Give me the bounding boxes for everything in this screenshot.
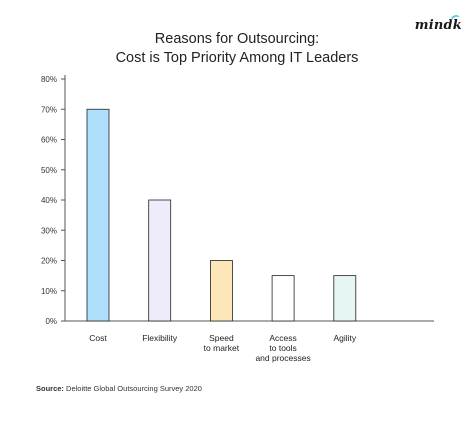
x-tick-label: Agility	[333, 333, 356, 343]
y-tick-label: 40%	[41, 196, 57, 205]
bar	[271, 275, 295, 322]
x-tick-label: Cost	[89, 333, 107, 343]
chart-title-line-2: Cost is Top Priority Among IT Leaders	[115, 50, 359, 66]
y-tick-label: 20%	[41, 257, 57, 266]
source-label: Source:	[36, 384, 64, 393]
bar	[333, 275, 357, 322]
x-tick-label: Speed to market	[204, 333, 240, 353]
bar	[148, 199, 172, 322]
y-tick-label: 60%	[41, 136, 57, 145]
y-tick-label: 80%	[41, 75, 57, 84]
y-tick-label: 30%	[41, 226, 57, 235]
chart-title-line-1: Reasons for Outsourcing:	[154, 31, 320, 47]
bar	[86, 108, 110, 322]
source-note: Source: Deloitte Global Outsourcing Surv…	[36, 384, 202, 393]
y-tick-label: 0%	[45, 317, 57, 326]
mindk-logo: mindk	[414, 18, 462, 33]
x-tick-label: Flexibility	[142, 333, 178, 343]
y-tick-label: 50%	[41, 166, 57, 175]
y-tick-label: 10%	[41, 287, 57, 296]
x-tick-label: Access to tools and processes	[255, 333, 310, 363]
y-tick-label: 70%	[41, 105, 57, 114]
chart-title: Reasons for Outsourcing: Cost is Top Pri…	[0, 30, 474, 68]
bar	[209, 260, 233, 322]
source-text: Deloitte Global Outsourcing Survey 2020	[66, 384, 202, 393]
